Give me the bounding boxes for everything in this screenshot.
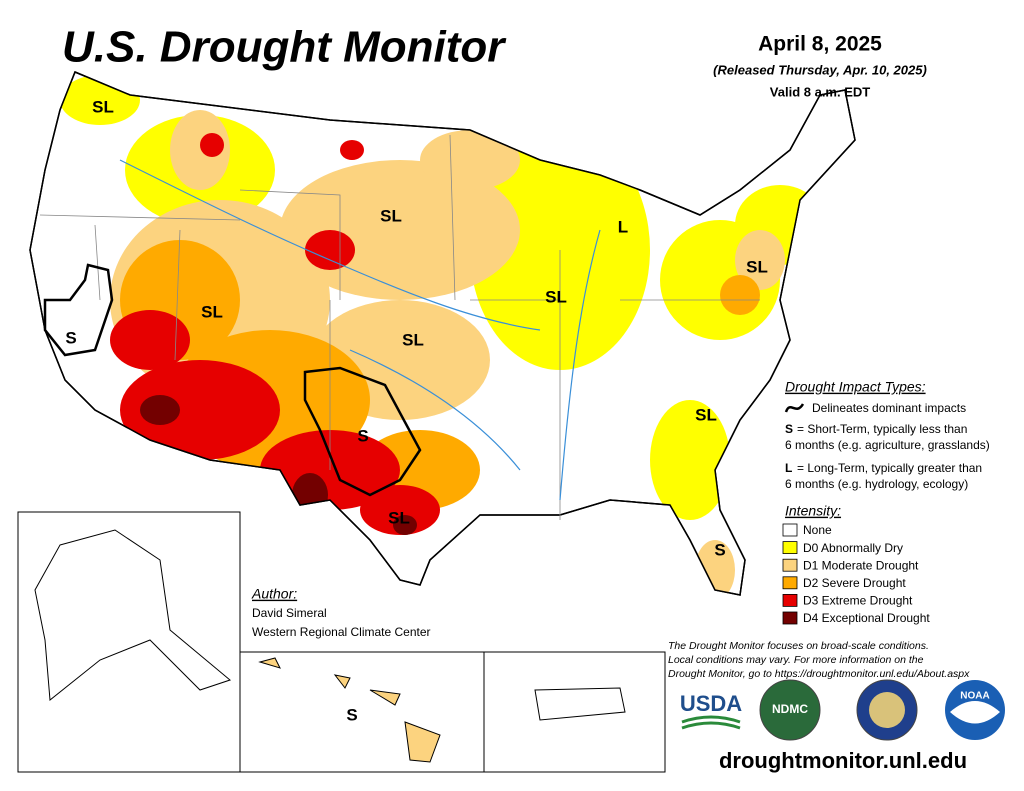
commerce-seal xyxy=(869,692,905,728)
title: U.S. Drought Monitor xyxy=(62,23,507,72)
map-label: S xyxy=(357,426,368,445)
drought-area xyxy=(140,395,180,425)
intensity-legend: None D0 Abnormally Dry D1 Moderate Drought… xyxy=(782,523,930,625)
legend-swatch xyxy=(782,558,798,572)
legend-label: None xyxy=(803,523,832,537)
legend-swatch xyxy=(782,611,798,625)
drought-area xyxy=(720,275,760,315)
legend-label: D0 Abnormally Dry xyxy=(803,541,903,555)
ndmc-logo xyxy=(759,679,821,741)
legend-swatch xyxy=(782,541,798,554)
ndmc-text: NDMC xyxy=(772,702,808,716)
drought-area xyxy=(420,130,520,190)
map-label: S xyxy=(65,328,76,347)
map-label: S xyxy=(714,540,725,559)
drought-area xyxy=(305,230,355,270)
drought-area xyxy=(735,230,785,290)
impact-text: 6 months (e.g. hydrology, ecology) xyxy=(785,477,968,491)
impact-text: 6 months (e.g. agriculture, grasslands) xyxy=(785,438,990,452)
drought-area xyxy=(600,190,640,250)
map-label: SL xyxy=(545,287,567,306)
delineates: Delineates dominant impacts xyxy=(812,401,966,415)
insets xyxy=(17,511,666,773)
impact-text: = Short-Term, typically less than xyxy=(797,422,967,436)
impact-title: Drought Impact Types: xyxy=(785,379,926,395)
legend-label: D1 Moderate Drought xyxy=(803,558,919,572)
valid: Valid 8 a.m. EDT xyxy=(770,84,870,99)
legend-label: D2 Severe Drought xyxy=(803,576,906,590)
delineation-icon xyxy=(784,403,805,413)
noaa-text: NOAA xyxy=(960,691,989,702)
state-lines xyxy=(39,134,760,520)
author-name: David Simeral xyxy=(252,606,327,620)
legend-label: D3 Extreme Drought xyxy=(803,594,913,608)
date: April 8, 2025 xyxy=(758,33,882,56)
map-label: SL xyxy=(201,302,223,321)
drought-area xyxy=(120,360,280,460)
map-label: SL xyxy=(695,405,717,424)
impact-boundary xyxy=(43,263,114,357)
map-label: L xyxy=(618,217,628,236)
noaa-bird xyxy=(950,701,1000,724)
map-label: SL xyxy=(388,508,410,527)
us-border xyxy=(29,71,856,596)
legend-swatch xyxy=(782,576,798,590)
intensity-title: Intensity: xyxy=(785,503,841,519)
author-title: Author: xyxy=(251,586,297,602)
inset-frames xyxy=(17,511,666,773)
rivers xyxy=(119,159,601,501)
released: (Released Thursday, Apr. 10, 2025) xyxy=(713,62,927,77)
drought-area xyxy=(170,110,230,190)
impact-key: L xyxy=(785,461,792,475)
hawaii xyxy=(258,657,441,763)
map-labels: SL SL L SL SL SL SL S SL S SL S S xyxy=(65,97,768,724)
puerto-rico xyxy=(534,687,626,721)
impact-text: = Long-Term, typically greater than xyxy=(797,461,982,475)
url: droughtmonitor.unl.edu xyxy=(719,748,967,773)
drought-area xyxy=(650,400,730,520)
author-org: Western Regional Climate Center xyxy=(252,625,431,639)
logos: USDA NDMC NOAA xyxy=(680,679,1005,741)
drought-area xyxy=(292,473,328,517)
impact-key: S xyxy=(785,422,793,436)
map-label: SL xyxy=(380,206,402,225)
usda-text: USDA xyxy=(680,691,742,716)
map-label: SL xyxy=(402,330,424,349)
map-label: S xyxy=(346,705,357,724)
drought-area xyxy=(200,133,224,157)
drought-area xyxy=(360,485,440,535)
alaska xyxy=(34,529,232,701)
legend-swatch xyxy=(782,523,798,537)
us-map xyxy=(29,71,856,596)
legend-swatch xyxy=(782,594,798,607)
usda-swoosh xyxy=(681,715,741,730)
map-label: SL xyxy=(92,97,114,116)
note-line: The Drought Monitor focuses on broad-sca… xyxy=(668,640,929,652)
legend-label: D4 Exceptional Drought xyxy=(803,611,930,625)
drought-area xyxy=(393,515,417,535)
drought-area xyxy=(340,140,364,160)
impact-boundary xyxy=(303,366,422,497)
drought-area xyxy=(110,310,190,370)
note-line: Drought Monitor, go to https://droughtmo… xyxy=(668,668,970,680)
note-line: Local conditions may vary. For more info… xyxy=(668,654,924,666)
map-label: SL xyxy=(746,257,768,276)
